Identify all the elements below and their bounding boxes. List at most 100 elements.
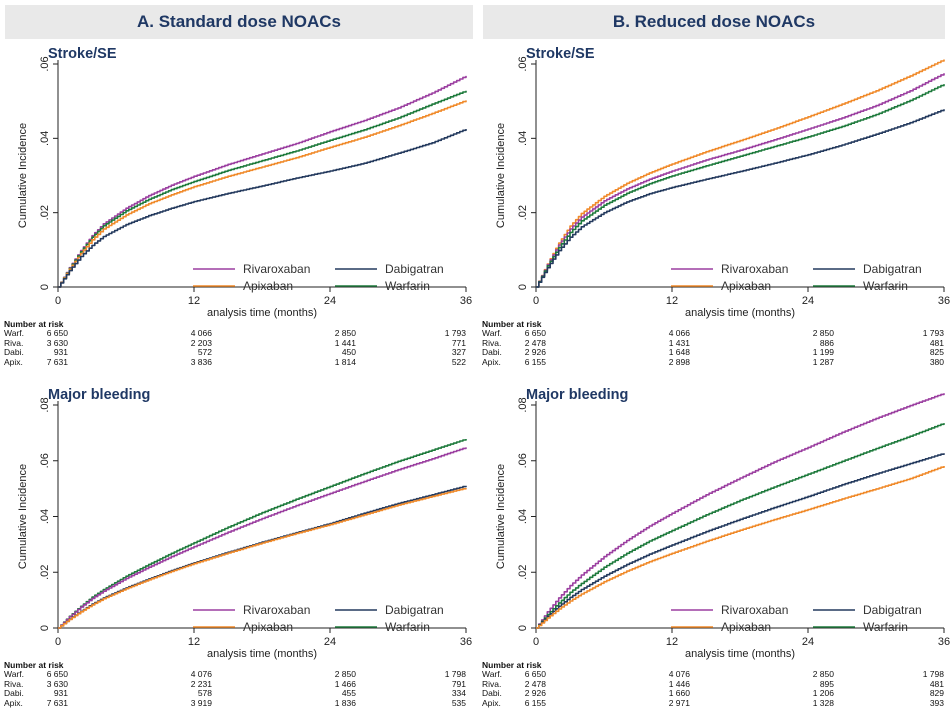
risk-value: 886 xyxy=(819,337,834,348)
x-tick-label: 24 xyxy=(802,295,814,307)
risk-row-label: Warf. xyxy=(4,669,24,680)
risk-value: 455 xyxy=(341,688,356,699)
series-line-warfarin xyxy=(58,439,467,629)
risk-table-row: Dabi. 931 572 450 327 xyxy=(4,347,466,358)
risk-table-row: Dabi. 931 578 455 334 xyxy=(4,688,466,699)
risk-row-label: Dabi. xyxy=(4,688,24,699)
risk-row-label: Dabi. xyxy=(482,347,502,358)
legend-label-rivaroxaban: Rivaroxaban xyxy=(243,262,310,276)
series-line-apixaban xyxy=(58,488,467,629)
y-tick-label: .04 xyxy=(517,131,529,146)
risk-table-row: Riva. 3 630 2 203 1 441 771 xyxy=(4,337,466,348)
risk-row-label: Apix. xyxy=(4,697,23,708)
x-tick-label: 36 xyxy=(460,636,472,648)
risk-table-title: Number at risk xyxy=(4,319,64,329)
risk-table-row: Warf. 6 650 4 076 2 850 1 798 xyxy=(4,669,466,680)
legend-label-apixaban: Apixaban xyxy=(243,279,293,293)
panel-title: Major bleeding xyxy=(526,387,629,403)
number-at-risk-table: Number at risk Warf. 6 650 4 066 2 850 1 793 R… xyxy=(4,319,466,367)
legend-label-rivaroxaban: Rivaroxaban xyxy=(243,603,310,617)
y-tick-label: .08 xyxy=(517,397,529,412)
number-at-risk-table: Number at risk Warf. 6 650 4 066 2 850 1 793 R… xyxy=(482,319,944,367)
risk-value: 1 648 xyxy=(668,347,690,358)
risk-table-row: Dabi. 2 926 1 660 1 206 829 xyxy=(482,688,944,699)
x-tick-label: 12 xyxy=(666,295,678,307)
series-line-dabigatran xyxy=(58,129,467,288)
risk-row-label: Riva. xyxy=(4,678,24,689)
y-tick-label: .02 xyxy=(39,205,51,220)
x-tick-label: 12 xyxy=(188,636,200,648)
risk-value: 1 287 xyxy=(812,356,834,367)
risk-value: 1 206 xyxy=(812,688,834,699)
series-line-apixaban xyxy=(58,100,467,288)
panel-a-bleeding: 0 .02 .04 .06 .08 0 12 24 36 analysis time (month… xyxy=(0,383,475,723)
risk-value: 450 xyxy=(341,347,356,358)
risk-value: 2 478 xyxy=(524,337,546,348)
risk-value: 6 650 xyxy=(524,328,546,339)
risk-value: 1 793 xyxy=(922,328,944,339)
risk-value: 7 631 xyxy=(46,356,68,367)
x-axis-label: analysis time (months) xyxy=(207,648,317,660)
risk-row-label: Apix. xyxy=(4,356,23,367)
legend-label-dabigatran: Dabigatran xyxy=(863,603,922,617)
risk-table-row: Riva. 2 478 1 446 895 481 xyxy=(482,678,944,689)
risk-value: 2 850 xyxy=(812,669,834,680)
risk-value: 1 798 xyxy=(444,669,466,680)
y-tick-label: 0 xyxy=(39,284,51,290)
risk-value: 6 155 xyxy=(524,356,546,367)
series-line-dabigatran xyxy=(536,453,945,629)
risk-value: 6 650 xyxy=(524,669,546,680)
y-axis-label: Cumulative Incidence xyxy=(495,123,507,228)
y-tick-label: 0 xyxy=(39,625,51,631)
y-axis-label: Cumulative Incidence xyxy=(17,123,29,228)
x-axis-label: analysis time (months) xyxy=(685,648,795,660)
risk-value: 931 xyxy=(53,347,68,358)
legend-label-warfarin: Warfarin xyxy=(863,279,908,293)
risk-value: 1 441 xyxy=(334,337,356,348)
risk-value: 334 xyxy=(451,688,466,699)
legend-label-dabigatran: Dabigatran xyxy=(385,603,444,617)
risk-value: 2 850 xyxy=(812,328,834,339)
x-tick-label: 24 xyxy=(802,636,814,648)
x-axis-label: analysis time (months) xyxy=(685,307,795,319)
risk-value: 4 076 xyxy=(190,669,212,680)
risk-table-row: Riva. 2 478 1 431 886 481 xyxy=(482,337,944,348)
y-tick-label: .06 xyxy=(517,453,529,468)
legend-label-apixaban: Apixaban xyxy=(721,620,771,634)
legend-label-warfarin: Warfarin xyxy=(385,620,430,634)
y-tick-label: .04 xyxy=(39,509,51,524)
risk-row-label: Riva. xyxy=(4,337,24,348)
risk-value: 6 650 xyxy=(46,669,68,680)
risk-value: 3 919 xyxy=(190,697,212,708)
y-tick-label: 0 xyxy=(517,625,529,631)
risk-value: 327 xyxy=(451,347,466,358)
risk-value: 2 203 xyxy=(190,337,212,348)
number-at-risk-table: Number at risk Warf. 6 650 4 076 2 850 1 798 R… xyxy=(482,660,944,708)
legend-label-dabigatran: Dabigatran xyxy=(385,262,444,276)
risk-value: 1 328 xyxy=(812,697,834,708)
x-tick-label: 24 xyxy=(324,636,336,648)
y-tick-label: .02 xyxy=(517,565,529,580)
risk-value: 2 971 xyxy=(668,697,690,708)
risk-value: 4 066 xyxy=(668,328,690,339)
number-at-risk-table: Number at risk Warf. 6 650 4 076 2 850 1 798 R… xyxy=(4,660,466,708)
risk-value: 895 xyxy=(819,678,834,689)
risk-value: 771 xyxy=(451,337,466,348)
risk-value: 1 431 xyxy=(668,337,690,348)
risk-value: 1 660 xyxy=(668,688,690,699)
x-tick-label: 36 xyxy=(938,636,950,648)
risk-value: 1 814 xyxy=(334,356,356,367)
chart-svg: 0 .02 .04 .06 .08 0 12 24 36 analysis time (month… xyxy=(17,397,472,660)
risk-row-label: Apix. xyxy=(482,697,501,708)
risk-table-row: Dabi. 2 926 1 648 1 199 825 xyxy=(482,347,944,358)
column-header-standard-dose: A. Standard dose NOACs xyxy=(5,5,473,39)
column-header-reduced-dose: B. Reduced dose NOACs xyxy=(483,5,945,39)
risk-value: 481 xyxy=(929,678,944,689)
risk-value: 791 xyxy=(451,678,466,689)
y-tick-label: .04 xyxy=(517,509,529,524)
risk-value: 3 630 xyxy=(46,337,68,348)
series-line-rivaroxaban xyxy=(58,75,467,288)
risk-value: 2 926 xyxy=(524,347,546,358)
panel-title: Stroke/SE xyxy=(526,46,595,62)
legend-label-warfarin: Warfarin xyxy=(385,279,430,293)
